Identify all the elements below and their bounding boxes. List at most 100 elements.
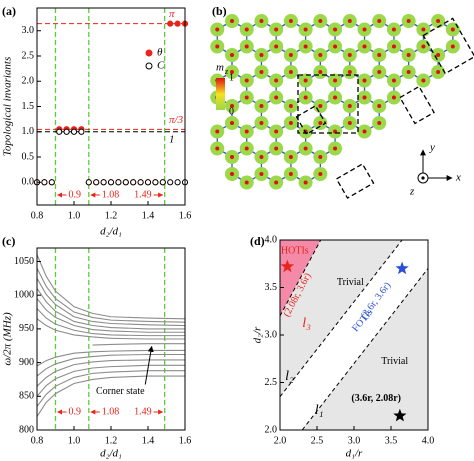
reference-label: π/3 [169, 114, 184, 126]
y-tick-label: 1000 [14, 289, 34, 300]
site-moment [274, 180, 279, 185]
x-axis-label: d₂/d₁ [100, 226, 122, 238]
frequency-band [36, 370, 185, 407]
data-point [167, 179, 174, 186]
site-moment [318, 121, 323, 125]
site-moment [347, 104, 352, 108]
data-point [48, 179, 55, 186]
plot-frame [36, 7, 186, 206]
unit-cell-box [422, 17, 474, 75]
site-moment [391, 95, 396, 100]
site-moment [303, 95, 308, 100]
site-moment [244, 146, 249, 151]
data-point [174, 179, 181, 186]
axis-dot [421, 176, 425, 180]
x-axis-label: d₂/d₁ [100, 448, 122, 460]
colorbar [216, 78, 225, 110]
x-tick-label: 1.0 [68, 435, 81, 446]
data-point [85, 179, 92, 186]
site-moment [303, 146, 308, 151]
data-point [70, 128, 78, 135]
x-tick-label: 3.5 [385, 435, 398, 446]
region-label: HOTIs [281, 246, 309, 257]
site-moment [259, 155, 264, 159]
threshold-label: 1.49 [134, 406, 152, 417]
site-moment [436, 53, 441, 57]
frequency-band [36, 359, 185, 387]
y-tick-label: 950 [19, 323, 34, 334]
threshold-label: 1.49 [134, 189, 152, 200]
site-moment [274, 129, 279, 134]
site-moment [318, 172, 323, 176]
site-moment [436, 70, 441, 74]
threshold-label: 1.08 [102, 406, 120, 417]
boundary-label: l₃ [302, 316, 311, 331]
y-tick-label: 0.0 [22, 177, 35, 188]
data-point [78, 128, 85, 135]
site-moment [303, 44, 308, 49]
site-moment [303, 180, 308, 185]
legend-label: C [157, 60, 165, 72]
threshold-label: 0.9 [69, 189, 82, 200]
point-label: (3.6r, 2.08r) [351, 393, 401, 404]
site-moment [274, 78, 279, 83]
unit-cell-box [399, 85, 435, 125]
x-tick-label: 4.0 [422, 435, 435, 446]
site-moment [347, 53, 352, 57]
site-moment [421, 44, 426, 49]
site-moment [391, 78, 396, 83]
site-moment [274, 27, 279, 32]
site-moment [377, 19, 382, 23]
site-moment [244, 95, 249, 100]
y-axis-label: Topological invariants [2, 57, 14, 157]
data-point [122, 179, 129, 186]
site-moment [303, 27, 308, 32]
unit-cell-box [335, 163, 375, 199]
site-moment [362, 129, 367, 134]
site-moment [347, 70, 352, 74]
site-moment [406, 53, 411, 57]
x-tick-label: 1.0 [68, 210, 81, 221]
site-moment [215, 129, 220, 134]
site-moment [259, 53, 264, 57]
data-point [63, 128, 70, 135]
site-moment [391, 44, 396, 49]
x-tick-label: 2.0 [274, 435, 287, 446]
site-moment [377, 121, 382, 125]
y-tick-label: 1050 [14, 256, 34, 267]
x-tick-label: 1.4 [142, 210, 155, 221]
annotation-arrow [144, 345, 154, 385]
site-moment [318, 19, 323, 23]
site-moment [215, 27, 220, 32]
site-moment [333, 78, 338, 83]
frequency-band [92, 343, 185, 346]
region-label: Trivial [381, 356, 408, 367]
site-moment [244, 44, 249, 49]
unit-cell-boxes [295, 17, 474, 199]
phase-point [395, 261, 409, 275]
annotation: Corner state [96, 386, 145, 397]
site-moment [362, 78, 367, 83]
x-tick-label: 0.8 [31, 210, 44, 221]
frequency-band [36, 267, 186, 323]
site-moment [362, 95, 367, 100]
panel-label: (c) [2, 234, 15, 248]
y-tick-label: 900 [19, 357, 34, 368]
site-moment [377, 104, 382, 108]
frequency-band [36, 349, 185, 367]
site-moment [288, 121, 293, 125]
y-tick-label: 1.0 [22, 126, 35, 137]
site-moment [288, 155, 293, 159]
reference-label: π [169, 8, 175, 20]
site-moment [421, 78, 426, 83]
legend-marker [145, 49, 153, 57]
data-point [100, 179, 107, 186]
y-tick-label: 4.0 [265, 234, 278, 245]
frequency-band [36, 298, 185, 333]
y-tick-label: 2.0 [265, 424, 278, 435]
site-moment [259, 104, 264, 108]
axis-label: x [455, 172, 461, 184]
site-moment [259, 121, 264, 125]
legend-label: θ [157, 47, 163, 59]
site-moment [333, 44, 338, 49]
